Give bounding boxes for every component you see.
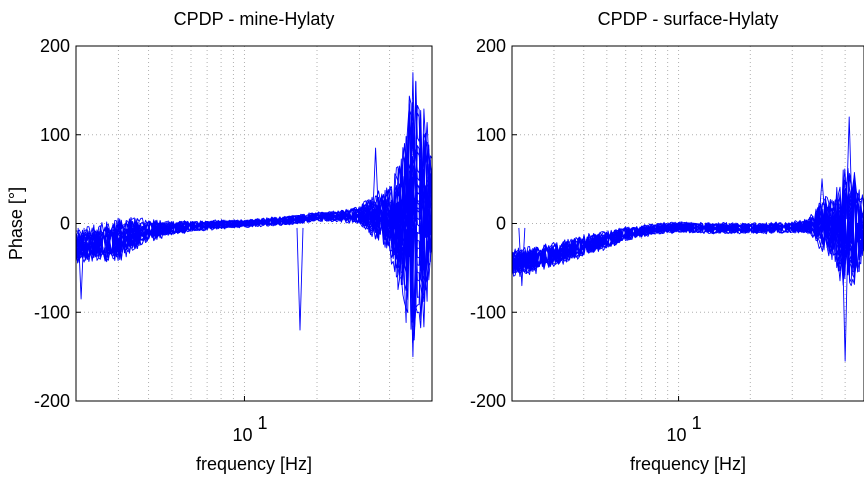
y-tick-label: 0 <box>496 214 506 234</box>
y-tick-label: 200 <box>476 36 506 56</box>
trace-group <box>76 72 432 358</box>
phase-spike <box>841 227 849 362</box>
phase-spike <box>77 227 85 300</box>
x-axis-label: frequency [Hz] <box>196 454 312 474</box>
phase-spike <box>409 72 417 220</box>
y-tick-label: 0 <box>60 214 70 234</box>
phase-trace <box>76 156 432 252</box>
trace-group <box>512 116 864 362</box>
phase-spike <box>372 147 380 220</box>
x-tick-label: 10 <box>667 425 687 445</box>
x-tick-exponent: 1 <box>692 413 702 433</box>
y-axis-label: Phase [°] <box>6 187 26 260</box>
phase-spike <box>818 178 826 220</box>
y-tick-label: -200 <box>34 391 70 411</box>
x-axis-label: frequency [Hz] <box>630 454 746 474</box>
phase-trace <box>512 168 864 261</box>
y-tick-label: -100 <box>470 302 506 322</box>
phase-spike <box>845 116 853 220</box>
chart-title: CPDP - surface-Hylaty <box>598 9 779 29</box>
phase-spike <box>518 227 526 287</box>
phase-spike <box>409 227 417 358</box>
phase-spike <box>296 227 304 331</box>
chart-panel-2: -200 -100 0 100 200 101 CPDP - surface-Hylaty f… <box>470 9 864 474</box>
x-tick-label: 10 <box>232 425 252 445</box>
y-tick-label: 200 <box>40 36 70 56</box>
chart-title: CPDP - mine-Hylaty <box>174 9 335 29</box>
phase-trace <box>512 169 864 265</box>
phase-trace <box>512 201 864 276</box>
x-tick-exponent: 1 <box>257 413 267 433</box>
phase-trace <box>512 202 864 270</box>
chart-panel-1: -200 -100 0 100 200 101 CPDP - mine-Hylaty freq… <box>6 9 433 474</box>
y-tick-label: 100 <box>476 125 506 145</box>
y-tick-label: 100 <box>40 125 70 145</box>
y-tick-label: -100 <box>34 302 70 322</box>
y-tick-label: -200 <box>470 391 506 411</box>
